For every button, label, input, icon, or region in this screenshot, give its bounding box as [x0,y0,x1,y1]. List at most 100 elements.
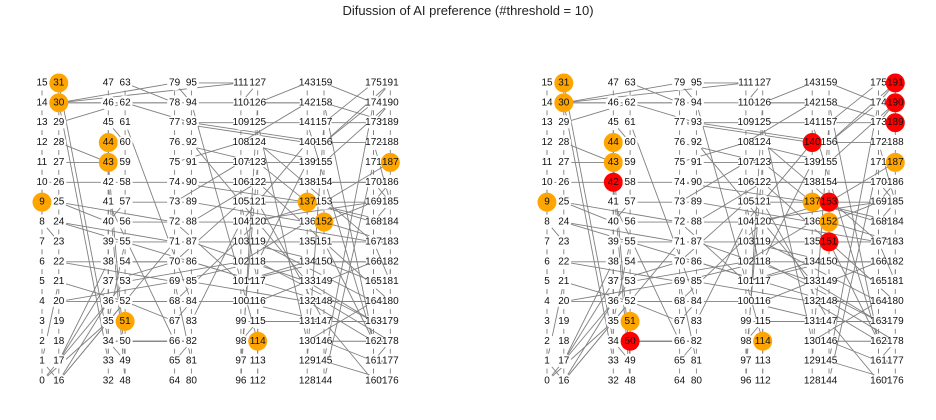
node-label: 107 [233,157,250,168]
node [233,294,249,310]
node-label: 190 [887,97,904,108]
node-label: 102 [738,256,755,267]
node [250,95,266,111]
node [51,234,67,250]
node [688,75,704,91]
node-label: 90 [186,177,198,188]
edge [58,301,109,382]
node-label: 175 [365,77,382,88]
node-label: 97 [235,356,247,367]
node [672,135,688,151]
node-label: 86 [186,256,198,267]
node-label: 104 [233,217,250,228]
node [871,95,886,111]
node-label: 9 [544,197,550,208]
node-label: 93 [186,117,198,128]
edge [563,82,680,104]
node [167,214,183,230]
node [688,115,704,131]
node-adopted-new [885,93,905,113]
node [183,194,199,210]
node-adopted-new [885,73,905,93]
node [299,313,315,329]
edge [695,221,747,322]
node [688,274,704,290]
node [556,353,572,369]
node [821,95,837,111]
node [804,214,820,230]
node-label: 17 [53,356,65,367]
node-label: 20 [558,296,570,307]
node-label: 27 [53,157,65,168]
node-label: 61 [625,117,637,128]
node [316,234,332,250]
node-label: 142 [299,97,316,108]
node [100,95,116,111]
node-label: 52 [120,296,132,307]
node-label: 187 [887,157,904,168]
node-label: 87 [691,236,703,247]
node [871,115,886,131]
node-adopted-seed [49,93,69,113]
node [738,373,754,389]
node-label: 57 [625,197,637,208]
node-label: 131 [804,316,821,327]
edge [58,261,175,283]
node [672,194,688,210]
node-adopted-new [603,172,623,192]
node-label: 145 [316,356,333,367]
node-label: 7 [544,236,550,247]
node-label: 151 [316,236,333,247]
node [871,333,886,349]
node-label: 119 [250,236,266,247]
node [688,353,704,369]
node-label: 34 [103,336,115,347]
node [688,214,704,230]
node-label: 53 [625,276,637,287]
node-label: 6 [39,256,45,267]
node [804,274,820,290]
node-label: 38 [103,256,115,267]
node [316,294,332,310]
node-label: 55 [625,236,637,247]
node [556,234,572,250]
node [688,373,704,389]
node-adopted-new [802,133,822,153]
node-label: 35 [608,316,620,327]
edge [124,82,175,104]
node-label: 169 [870,197,887,208]
node [622,115,638,131]
node [183,313,199,329]
node-label: 41 [103,197,115,208]
node-label: 3 [39,316,45,327]
node-label: 83 [186,316,198,327]
node-label: 156 [316,137,333,148]
node-label: 16 [558,376,570,387]
edge [174,221,242,282]
node-label: 5 [544,276,550,287]
node [738,214,754,230]
node [556,214,572,230]
node [51,373,67,389]
node-label: 23 [53,236,65,247]
edge [762,162,813,262]
node [871,373,886,389]
node [672,353,688,369]
edge [191,281,308,302]
node-label: 149 [821,276,838,287]
node [316,194,332,210]
node-label: 33 [103,356,115,367]
edge [563,221,680,243]
node [382,254,398,270]
node-label: 69 [169,276,181,287]
node-label: 150 [821,256,838,267]
node [738,254,754,270]
node [887,294,903,310]
node [100,254,116,270]
node-label: 154 [821,177,838,188]
node-label: 143 [299,77,316,88]
node [366,333,381,349]
node [622,254,638,270]
node [804,353,820,369]
edge [828,82,879,124]
